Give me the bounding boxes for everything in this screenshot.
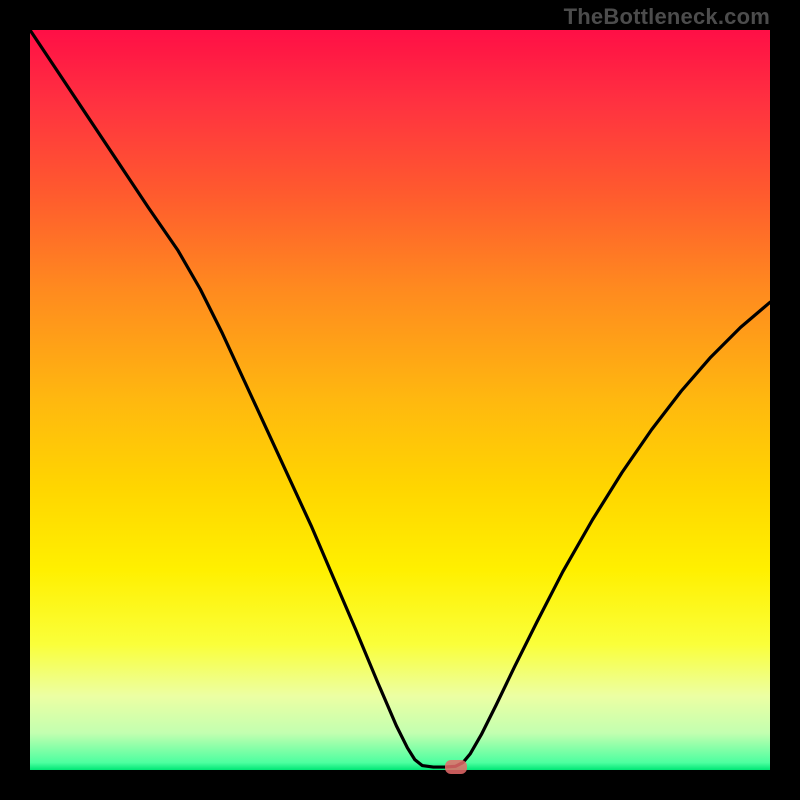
optimum-marker [445, 760, 467, 774]
attribution-label: TheBottleneck.com [564, 4, 770, 30]
plot-area [30, 30, 770, 770]
gradient-background [30, 30, 770, 770]
bottleneck-chart [30, 30, 770, 770]
